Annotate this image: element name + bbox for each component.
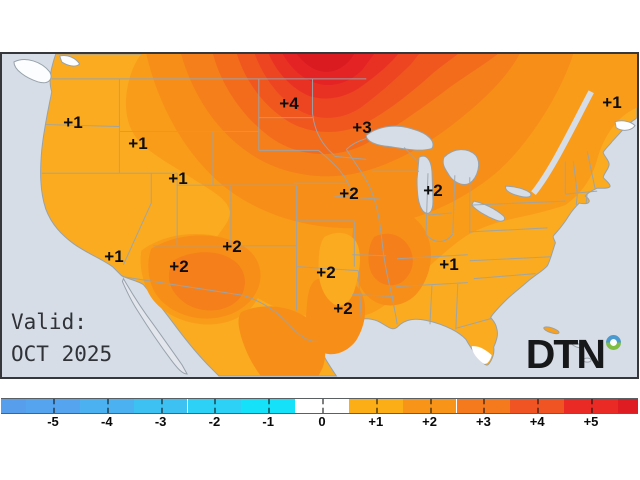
map-value-label: +2	[339, 184, 359, 203]
map-value-label: +2	[222, 237, 242, 256]
colorbar-segment	[402, 399, 457, 413]
colorbar-tick	[537, 399, 540, 413]
colorbar-tick-label: +2	[422, 414, 438, 429]
colorbar-tick-label: +3	[475, 414, 491, 429]
dtn-logo: DTN	[526, 334, 621, 375]
map-panel: +1 +1 +1 +4 +3 +2 +2 +1 +1 +2 +2 +2 +2 +1 Valid: OCT …	[0, 52, 639, 379]
colorbar-tick	[591, 399, 593, 413]
valid-line1: Valid:	[11, 310, 87, 334]
map-value-label: +2	[169, 257, 189, 276]
colorbar-tick	[322, 399, 324, 413]
colorbar-tick-label: -3	[154, 414, 167, 429]
valid-date-label: Valid: OCT 2025	[11, 307, 112, 370]
state-borders	[41, 78, 598, 342]
colorbar-segment	[295, 399, 349, 413]
colorbar-tick-label: +1	[368, 414, 384, 429]
map-value-label: +2	[423, 181, 443, 200]
colorbar-tick	[214, 399, 217, 413]
map-value-label: +1	[602, 93, 622, 112]
colorbar-tick-label: -1	[262, 414, 274, 429]
map-value-label: +2	[316, 263, 336, 282]
dtn-logo-text: DTN	[525, 331, 606, 377]
colorbar-tick-label: 0	[318, 414, 326, 429]
map-value-label: +1	[168, 169, 188, 188]
valid-line2: OCT 2025	[11, 341, 113, 366]
map-value-label: +2	[333, 299, 353, 318]
colorbar-tick	[106, 399, 109, 413]
colorbar-segment	[26, 399, 80, 413]
colorbar-tick	[53, 399, 55, 413]
map-value-label: +4	[279, 94, 299, 113]
map-value-label: +1	[63, 113, 83, 132]
map-value-label: +1	[439, 255, 459, 274]
colorbar-tick	[375, 399, 378, 413]
colorbar-tick	[268, 399, 271, 413]
colorbar-tick	[429, 399, 432, 413]
colorbar-tick-label: -2	[208, 414, 221, 429]
colorbar-segment	[617, 399, 638, 413]
colorbar-tick-label: -5	[47, 414, 59, 429]
colorbar-tick-label: +5	[583, 414, 599, 429]
colorbar-tick	[483, 399, 486, 413]
colorbar-tick-label: +4	[529, 414, 545, 429]
map-value-label: +3	[352, 118, 372, 137]
baja-and-islands	[121, 277, 592, 375]
anomaly-color-scale: -5 -4 -3 -2 -1 0 +1 +2 +3 +4 +5	[0, 397, 640, 433]
canada-islands	[13, 55, 636, 131]
colorbar-segment	[348, 399, 403, 413]
colorbar-tick	[160, 399, 163, 413]
dtn-ring-icon	[606, 335, 621, 350]
florida-white-tip	[471, 346, 492, 364]
colorbar-segment	[564, 399, 618, 413]
colorbar-segment	[133, 399, 188, 413]
color-scale-bar	[1, 398, 638, 414]
map-value-label: +1	[128, 134, 148, 153]
us-anomaly-map	[2, 54, 637, 377]
colorbar-tick-label: -4	[101, 414, 113, 429]
colorbar-segment	[79, 399, 134, 413]
colorbar-segment	[1, 399, 27, 413]
great-lakes	[365, 90, 594, 222]
map-value-label: +1	[104, 247, 124, 266]
